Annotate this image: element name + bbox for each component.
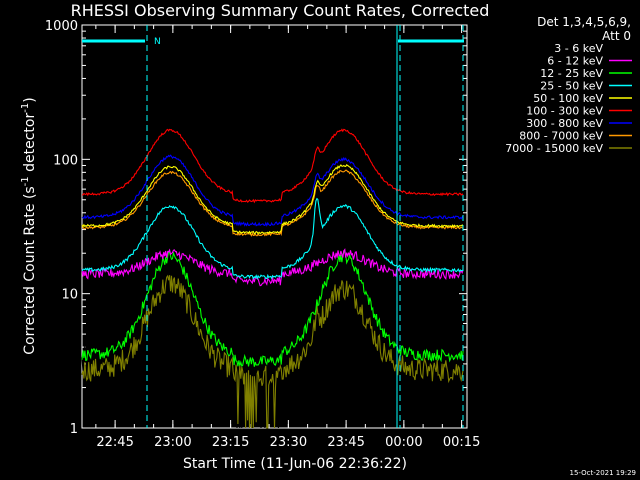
x-tick-label: 23:45: [327, 435, 364, 450]
y-axis-label: Corrected Count Rate (s-1 detector-1): [20, 97, 38, 354]
legend-label: 6 - 12 keV: [547, 55, 603, 68]
legend-label: 3 - 6 keV: [554, 42, 603, 55]
legend-label: 100 - 300 keV: [526, 105, 603, 118]
legend-label: 50 - 100 keV: [533, 92, 603, 105]
legend-label: 25 - 50 keV: [540, 80, 603, 93]
x-tick-label: 00:15: [443, 435, 480, 450]
y-tick-label: 10: [61, 288, 78, 303]
footer-timestamp: 15-Oct-2021 19:29: [570, 469, 636, 477]
series-layer: [81, 128, 464, 429]
flag-label: N: [154, 37, 161, 47]
x-axis: 22:45 23:00 23:15 23:30 23:45 00:00 00:15: [95, 25, 480, 450]
y-tick-label: 100: [53, 153, 78, 168]
x-tick-label: 00:00: [385, 435, 422, 450]
x-tick-label: 23:15: [212, 435, 249, 450]
x-tick-label: 23:30: [270, 435, 307, 450]
y-tick-label: 1000: [45, 19, 78, 34]
x-tick-label: 23:00: [154, 435, 191, 450]
legend-label: 7000 - 15000 keV: [505, 142, 603, 155]
series-line: [81, 154, 464, 227]
y-axis: 1 10 100 1000: [45, 19, 467, 437]
chart-title: RHESSI Observing Summary Count Rates, Co…: [71, 1, 490, 20]
series-line: [81, 163, 464, 235]
legend-label: 12 - 25 keV: [540, 67, 603, 80]
legend-label: 300 - 800 keV: [526, 117, 603, 130]
legend-header-line2: Att 0: [602, 29, 631, 43]
x-tick-label: 22:45: [96, 435, 133, 450]
legend-label: 800 - 7000 keV: [519, 130, 603, 143]
y-tick-label: 1: [70, 422, 78, 437]
legend-header-line1: Det 1,3,4,5,6,9,: [537, 15, 631, 29]
x-axis-label: Start Time (11-Jun-06 22:36:22): [183, 456, 407, 472]
